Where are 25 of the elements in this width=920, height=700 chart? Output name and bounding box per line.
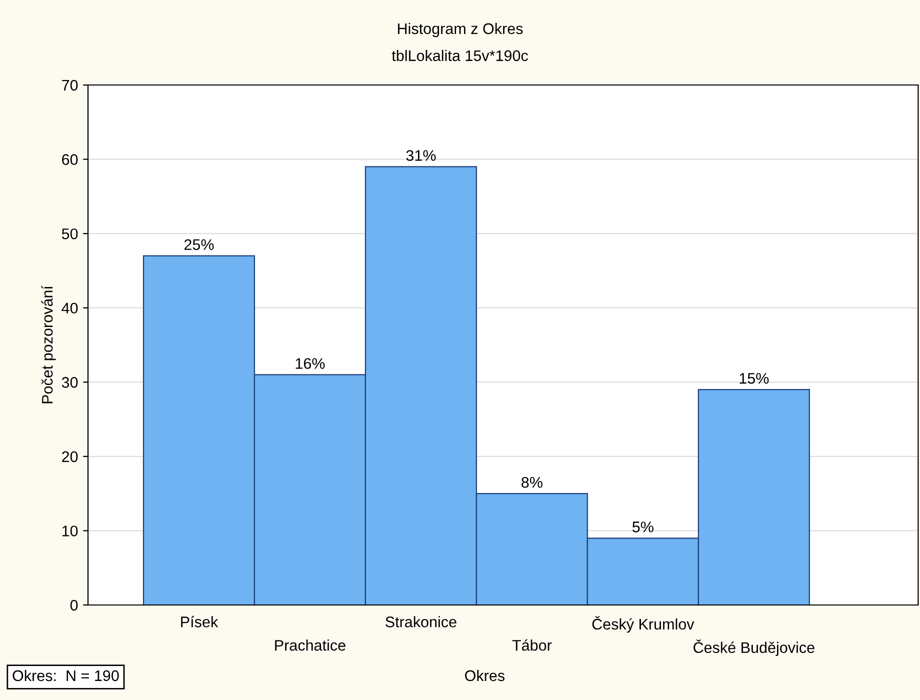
- x-tick-label: Prachatice: [275, 640, 346, 651]
- annotation: 31%: [406, 150, 436, 161]
- x-tick-label: Písek: [181, 616, 218, 628]
- y-tick-label: 60: [62, 154, 78, 165]
- y-tick-label: 30: [62, 377, 78, 388]
- x-tick-label: Strakonice: [386, 616, 456, 628]
- chart-subtitle: tblLokalita 15v*190c: [392, 50, 528, 62]
- x-tick-label: Tábor: [512, 639, 552, 651]
- y-tick-label: 70: [62, 80, 78, 91]
- y-tick-label: 10: [62, 526, 78, 536]
- y-tick-label: 50: [62, 228, 78, 240]
- annotation: 5%: [632, 522, 654, 532]
- x-tick-label: Český Krumlov: [592, 616, 694, 633]
- y-tick-label: 20: [62, 451, 78, 462]
- annotation: 8%: [522, 476, 542, 488]
- annotation: 25%: [184, 239, 214, 250]
- annotation: 15%: [740, 373, 769, 384]
- chart-title: Histogram z Okres: [398, 22, 523, 38]
- x-tick-label: České Budějovice: [694, 640, 814, 656]
- text: Okres: N = 190: [12, 670, 119, 682]
- y-axis-title: Počet pozorování: [41, 286, 56, 404]
- y-tick-label: 0: [70, 600, 78, 611]
- y-tick-label: 40: [62, 302, 78, 314]
- annotation: 16%: [296, 358, 325, 369]
- x-axis-title: Okres: [465, 670, 504, 682]
